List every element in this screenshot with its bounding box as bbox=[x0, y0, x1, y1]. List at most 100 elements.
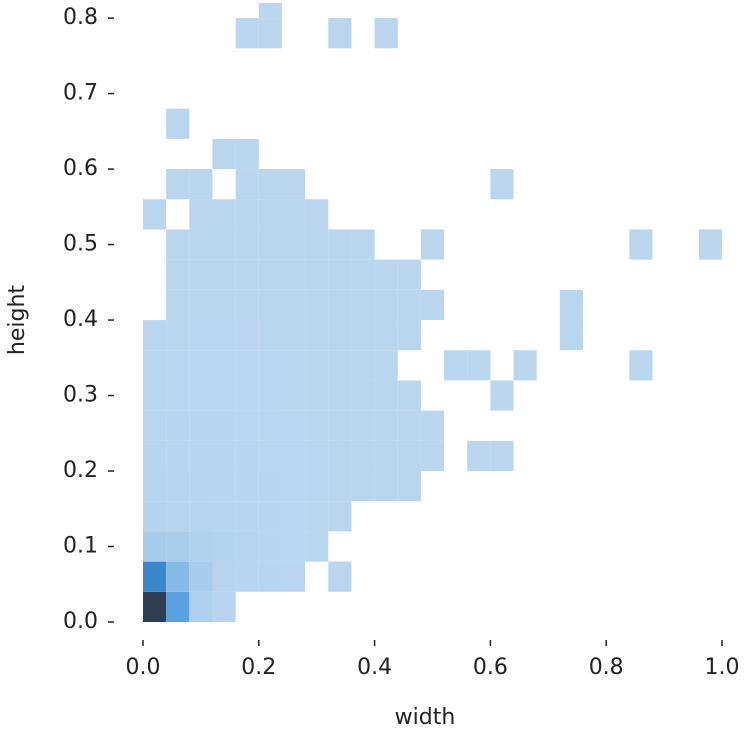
hist-cell bbox=[420, 289, 445, 321]
hist-cell bbox=[258, 350, 282, 381]
hist-cell bbox=[351, 440, 375, 472]
hist-cell bbox=[397, 440, 421, 472]
hist-cell bbox=[305, 471, 329, 502]
hist-cell bbox=[166, 501, 190, 532]
hist-cell bbox=[374, 471, 398, 502]
hist-cell bbox=[212, 229, 236, 260]
hist-cell bbox=[258, 320, 282, 351]
x-tick-label: 0.2 bbox=[241, 655, 276, 680]
hist-cell bbox=[143, 440, 167, 472]
hist-cell bbox=[143, 501, 167, 532]
y-tick-label: 0.4 bbox=[63, 307, 98, 332]
hist-cell bbox=[397, 289, 421, 321]
hist-cell bbox=[166, 289, 190, 321]
hist-cell bbox=[189, 350, 213, 381]
hist-cell bbox=[328, 18, 352, 49]
hist-cell bbox=[328, 501, 352, 532]
hist-cell bbox=[328, 229, 352, 260]
hist-cell bbox=[351, 410, 375, 441]
hist-cell bbox=[305, 259, 329, 290]
hist-cell bbox=[281, 320, 306, 351]
hist-cell bbox=[351, 259, 375, 290]
hist-cell bbox=[212, 561, 236, 592]
hist-cell bbox=[397, 380, 421, 411]
hist-cell bbox=[258, 531, 282, 562]
hist-cell bbox=[281, 501, 306, 532]
hist-cell bbox=[444, 350, 468, 381]
hist-cell bbox=[258, 199, 282, 230]
hist-cell bbox=[258, 440, 282, 472]
hist-cell bbox=[143, 531, 167, 562]
hist-cell bbox=[258, 380, 282, 411]
hist-cell bbox=[258, 289, 282, 321]
hist-cell bbox=[258, 561, 282, 592]
hist-cell bbox=[374, 380, 398, 411]
hist-cell bbox=[305, 531, 329, 562]
hist-cell bbox=[281, 229, 306, 260]
hist-cell bbox=[467, 440, 491, 472]
hist-cell bbox=[374, 440, 398, 472]
hist-cell bbox=[189, 320, 213, 351]
hist-cell bbox=[166, 471, 190, 502]
x-tick-label: 0.6 bbox=[473, 655, 508, 680]
y-tick-label: 0.2 bbox=[63, 458, 98, 483]
hist-cell bbox=[143, 380, 167, 411]
hist-cell bbox=[420, 229, 445, 260]
hist-cell bbox=[212, 501, 236, 532]
hist-cell bbox=[281, 410, 306, 441]
hist-cell bbox=[189, 501, 213, 532]
hist-cell bbox=[420, 410, 445, 441]
hist-cell bbox=[189, 531, 213, 562]
hist-cell bbox=[212, 380, 236, 411]
hist-cell bbox=[235, 138, 259, 170]
hist-cell bbox=[374, 320, 398, 351]
hist-cell bbox=[328, 320, 352, 351]
hist-cell bbox=[397, 320, 421, 351]
hist-cell bbox=[189, 229, 213, 260]
hist-cell bbox=[189, 591, 213, 622]
hist-cell bbox=[235, 471, 259, 502]
hist-cell bbox=[467, 350, 491, 381]
hist-cell bbox=[351, 320, 375, 351]
hist-cell bbox=[328, 410, 352, 441]
hist-cell bbox=[328, 289, 352, 321]
hist-cell bbox=[235, 380, 259, 411]
hist-cell bbox=[281, 471, 306, 502]
hist-cell bbox=[258, 169, 282, 200]
hist-cell bbox=[698, 229, 722, 260]
hist-cell bbox=[166, 108, 190, 139]
hist-cell bbox=[189, 199, 213, 230]
y-tick-label: 0.0 bbox=[63, 609, 98, 634]
hist-cell bbox=[212, 350, 236, 381]
hist-cell bbox=[351, 229, 375, 260]
hist-cell bbox=[328, 440, 352, 472]
hist-cell bbox=[328, 471, 352, 502]
y-tick-label: 0.8 bbox=[63, 5, 98, 30]
hist-cell bbox=[328, 561, 352, 592]
hist-cell bbox=[143, 591, 167, 622]
y-tick-label: 0.5 bbox=[63, 232, 98, 257]
y-tick-label: 0.1 bbox=[63, 534, 98, 559]
hist-cell bbox=[559, 320, 584, 351]
hist-cell bbox=[235, 199, 259, 230]
hist-cell bbox=[351, 380, 375, 411]
hist-cell bbox=[189, 410, 213, 441]
hist-cell bbox=[166, 380, 190, 411]
hist-cell bbox=[235, 561, 259, 592]
hist-cell bbox=[166, 440, 190, 472]
x-tick-label: 0.4 bbox=[357, 655, 392, 680]
hist-cell bbox=[351, 350, 375, 381]
hist-cell bbox=[166, 259, 190, 290]
hist-cell bbox=[374, 259, 398, 290]
hist-cell bbox=[351, 289, 375, 321]
hist-cell bbox=[305, 199, 329, 230]
hist-cell bbox=[305, 350, 329, 381]
hist-cell bbox=[235, 229, 259, 260]
hist-cell bbox=[235, 440, 259, 472]
hist-cell bbox=[212, 199, 236, 230]
hist-cell bbox=[189, 471, 213, 502]
hist-cell bbox=[212, 410, 236, 441]
hist-cell bbox=[281, 380, 306, 411]
hist-cell bbox=[420, 440, 445, 472]
